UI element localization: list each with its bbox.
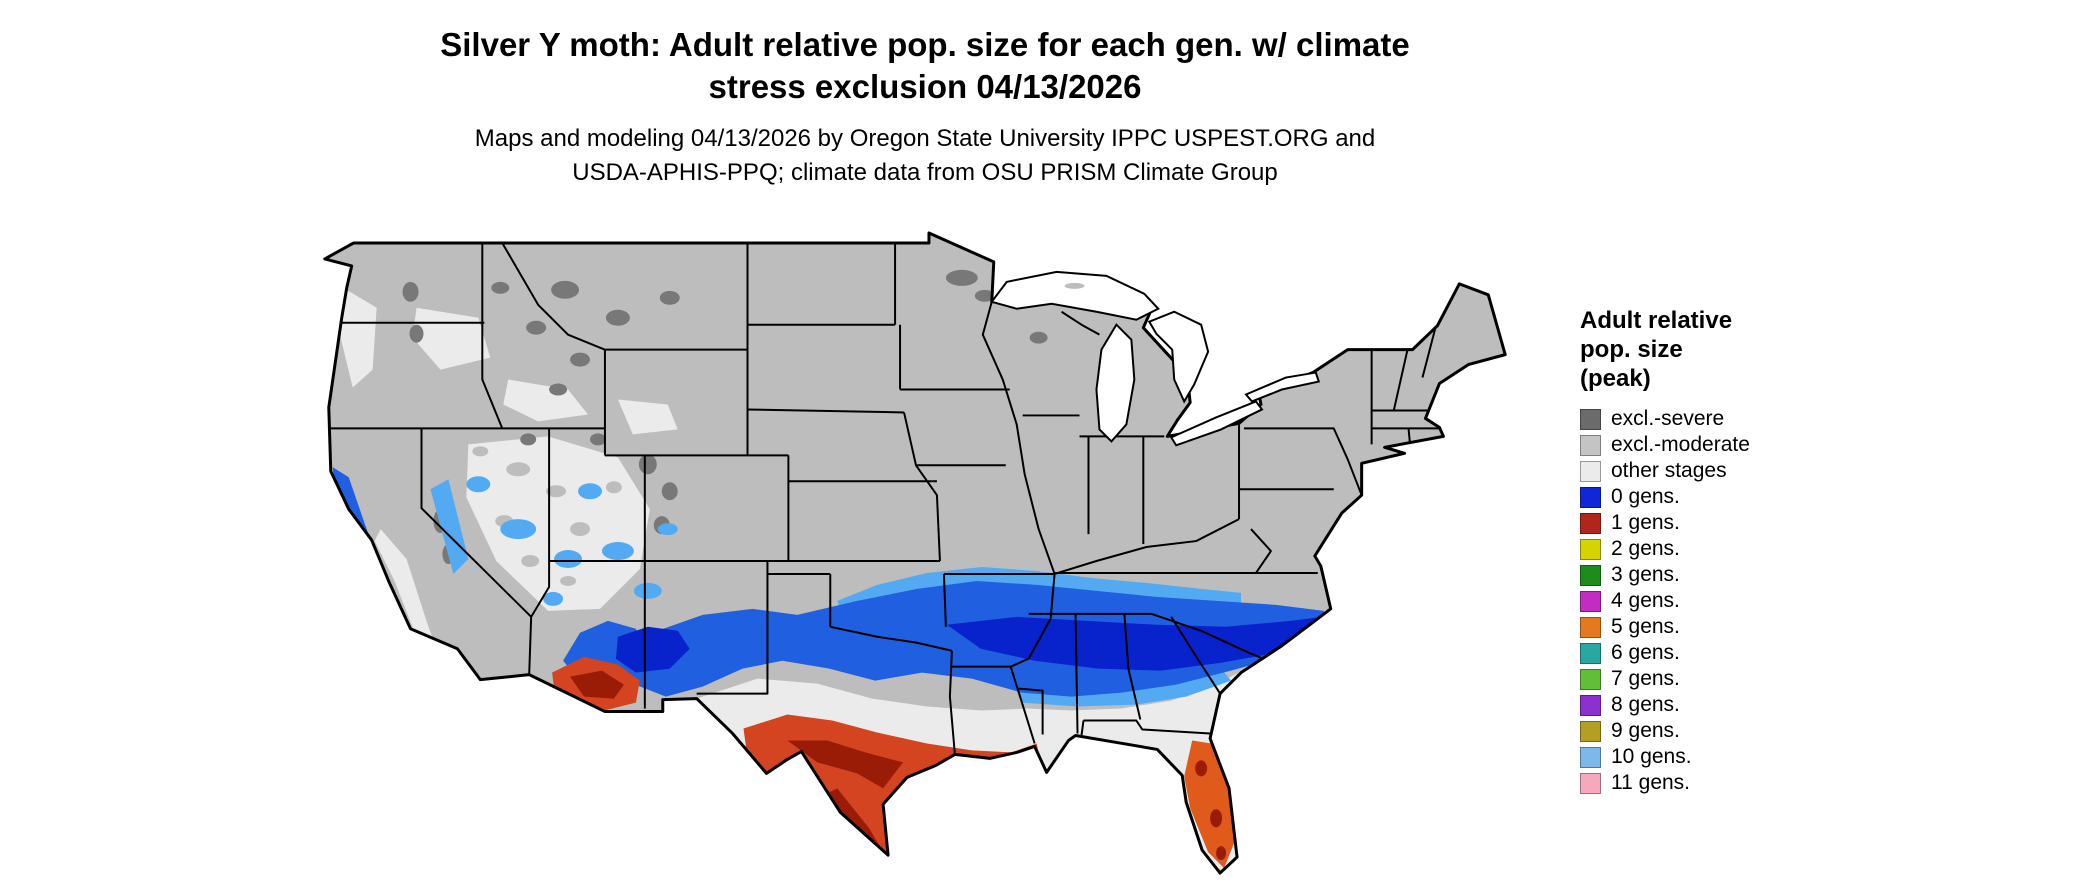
excluded-severe-speckles [402,269,1048,564]
legend-item: 3 gens. [1580,562,1900,588]
lake-erie [1169,400,1264,447]
legend-item-label: 11 gens. [1611,771,1691,794]
legend-item: excl.-moderate [1580,432,1900,458]
legend-swatch [1580,408,1601,430]
legend-item: 2 gens. [1580,536,1900,562]
legend-item: 11 gens. [1580,770,1900,796]
legend-swatch [1580,512,1601,534]
legend-item: 1 gens. [1580,510,1900,536]
page-subtitle-line1: Maps and modeling 04/13/2026 by Oregon S… [474,125,1376,152]
legend-item-label: 7 gens. [1611,667,1680,690]
legend-item-label: 1 gens. [1611,511,1680,534]
legend-swatch [1580,616,1601,638]
population-raster [324,232,1506,874]
us-map [310,230,1524,892]
legend-item-label: 3 gens. [1611,563,1680,586]
isle-royale [1064,282,1085,289]
lake-superior [990,270,1160,321]
legend-item-label: 2 gens. [1611,537,1680,560]
page-subtitle-line2: USDA-APHIS-PPQ; climate data from OSU PR… [572,159,1278,186]
legend-swatch [1580,486,1601,508]
legend-item-label: 4 gens. [1611,589,1680,612]
page-title-line1: Silver Y moth: Adult relative pop. size … [440,26,1410,63]
page-title: Silver Y moth: Adult relative pop. size … [0,24,1850,108]
legend-swatch [1580,538,1601,560]
legend-item: other stages [1580,458,1900,484]
legend-item: 0 gens. [1580,484,1900,510]
legend-item-label: 0 gens. [1611,485,1680,508]
lake-michigan [1095,323,1136,443]
legend-item: 6 gens. [1580,640,1900,666]
legend-title: Adult relative pop. size (peak) [1580,306,1900,393]
legend-swatch [1580,460,1601,482]
legend-swatch [1580,590,1601,612]
legend-swatch [1580,694,1601,716]
legend-item: 8 gens. [1580,692,1900,718]
legend-item-label: 9 gens. [1611,719,1680,742]
legend-swatch [1580,668,1601,690]
lake-huron [1147,310,1210,404]
legend-item-label: 6 gens. [1611,641,1680,664]
lake-ontario [1244,371,1321,403]
page-title-line2: stress exclusion 04/13/2026 [708,68,1142,105]
legend-item: excl.-severe [1580,406,1900,432]
legend-title-line1: Adult relative [1580,307,1733,334]
legend-swatch [1580,746,1601,768]
legend-item-label: 8 gens. [1611,693,1680,716]
page-subtitle: Maps and modeling 04/13/2026 by Oregon S… [0,122,1850,190]
legend-item-label: 10 gens. [1611,745,1692,768]
legend-swatch [1580,642,1601,664]
legend-item-label: excl.-moderate [1611,433,1750,456]
legend-item-label: 5 gens. [1611,615,1680,638]
legend-item-label: excl.-severe [1611,407,1725,430]
legend-title-line3: (peak) [1580,365,1651,392]
legend-item: 9 gens. [1580,718,1900,744]
legend-swatch [1580,720,1601,742]
great-lakes [990,270,1321,447]
legend-item: 10 gens. [1580,744,1900,770]
legend-title-line2: pop. size [1580,336,1683,363]
legend-items: excl.-severe excl.-moderate other stages 0 … [1580,406,1900,796]
legend-item: 7 gens. [1580,666,1900,692]
legend: Adult relative pop. size (peak) excl.-se… [1580,306,1900,796]
us-map-svg [323,231,1507,875]
legend-swatch [1580,772,1601,794]
legend-item: 4 gens. [1580,588,1900,614]
legend-swatch [1580,564,1601,586]
legend-item-label: other stages [1611,459,1727,482]
legend-item: 5 gens. [1580,614,1900,640]
moderate-speckles [472,446,622,586]
state-borders [328,242,1442,755]
legend-swatch [1580,434,1601,456]
